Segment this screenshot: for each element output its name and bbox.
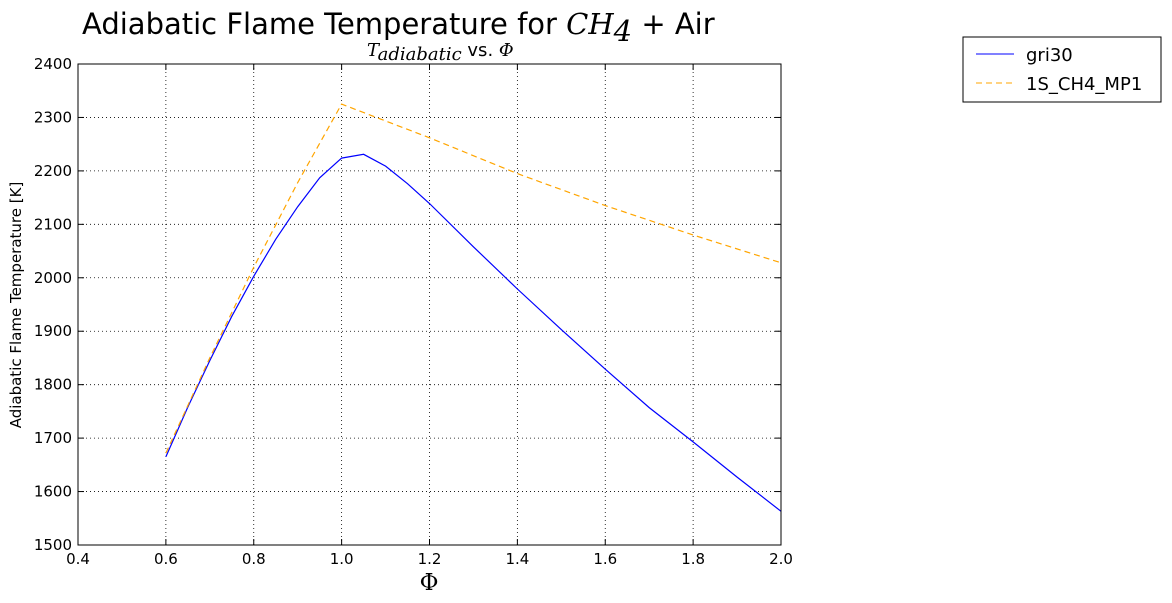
x-tick-label: 1.0 [330, 550, 354, 568]
chart-subtitle-math: T [367, 40, 381, 61]
x-tick-label: 1.4 [505, 550, 529, 568]
y-tick-labels: 1500 1600 1700 1800 1900 2000 2100 2200 2300 2400 [34, 55, 72, 554]
chart-subtitle-mid: vs. [462, 40, 499, 61]
y-tick-label: 2200 [34, 162, 72, 180]
chart-title-prefix: Adiabatic Flame Temperature for [82, 7, 566, 41]
legend-label-gri30: gri30 [1026, 45, 1073, 66]
series-line-gri30 [165, 153, 782, 512]
chart-title-suffix: + Air [632, 7, 715, 41]
chart-subtitle-math-sub: adiabatic [378, 44, 462, 65]
x-tick-label: 1.8 [681, 550, 705, 568]
x-tick-labels: 0.4 0.6 0.8 1.0 1.2 1.4 1.6 1.8 2.0 [66, 550, 793, 568]
x-tick-label: 0.8 [242, 550, 266, 568]
chart-subtitle-symbol: Φ [499, 40, 514, 61]
legend: gri30 1S_CH4_MP1 [962, 36, 1162, 103]
x-axis-label: Φ [420, 570, 439, 596]
legend-box [962, 36, 1162, 103]
x-tick-label: 1.6 [593, 550, 617, 568]
y-tick-label: 1700 [34, 429, 72, 447]
x-tick-label: 0.4 [66, 550, 90, 568]
chart-subtitle: Tadiabatic vs. Φ [367, 40, 514, 65]
chart-title-math: CH [566, 7, 614, 41]
chart-title-math-sub: 4 [613, 14, 632, 48]
chart-title: Adiabatic Flame Temperature for CH4 + Ai… [82, 7, 715, 48]
y-tick-label: 2000 [34, 269, 72, 287]
grid [78, 64, 781, 545]
y-tick-label: 2400 [34, 55, 72, 73]
series-line-1s-ch4-mp1 [165, 103, 782, 454]
y-axis-label: Adiabatic Flame Temperature [K] [7, 182, 25, 429]
y-tick-label: 1600 [34, 483, 72, 501]
series-layer [165, 103, 782, 512]
y-tick-label: 2300 [34, 108, 72, 126]
x-tick-label: 2.0 [769, 550, 793, 568]
y-tick-label: 1500 [34, 536, 72, 554]
x-tick-label: 1.2 [418, 550, 442, 568]
x-tick-label: 0.6 [154, 550, 178, 568]
y-tick-label: 1800 [34, 376, 72, 394]
ticks [77, 63, 782, 546]
legend-label-1s-ch4-mp1: 1S_CH4_MP1 [1026, 74, 1142, 95]
y-tick-label: 2100 [34, 215, 72, 233]
y-tick-label: 1900 [34, 322, 72, 340]
